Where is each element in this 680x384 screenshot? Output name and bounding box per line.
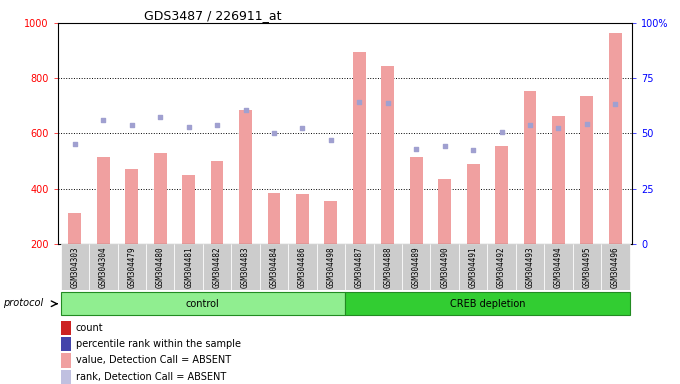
Point bbox=[468, 147, 479, 153]
Point bbox=[155, 114, 166, 120]
Bar bbox=[61, 244, 89, 290]
Text: GSM304490: GSM304490 bbox=[440, 246, 449, 288]
Bar bbox=[515, 244, 544, 290]
Bar bbox=[146, 244, 175, 290]
Bar bbox=[345, 244, 373, 290]
Point bbox=[211, 122, 222, 128]
Bar bbox=[61, 321, 71, 335]
Point bbox=[496, 129, 507, 135]
Bar bbox=[495, 146, 508, 244]
Bar bbox=[69, 214, 82, 244]
Point bbox=[69, 141, 80, 147]
Point bbox=[581, 121, 592, 127]
Text: GSM304304: GSM304304 bbox=[99, 246, 108, 288]
Point bbox=[269, 131, 279, 137]
Bar bbox=[381, 66, 394, 244]
Point bbox=[297, 125, 308, 131]
Bar bbox=[118, 244, 146, 290]
Bar bbox=[97, 157, 109, 244]
Text: GSM304496: GSM304496 bbox=[611, 246, 620, 288]
Bar bbox=[182, 175, 195, 244]
Bar bbox=[373, 244, 402, 290]
Bar bbox=[61, 370, 71, 384]
Bar bbox=[61, 337, 71, 351]
Bar bbox=[438, 179, 451, 244]
Text: GDS3487 / 226911_at: GDS3487 / 226911_at bbox=[144, 9, 282, 22]
Text: control: control bbox=[186, 299, 220, 309]
Point bbox=[354, 99, 364, 105]
Bar bbox=[203, 244, 231, 290]
Point bbox=[439, 143, 450, 149]
Point bbox=[183, 124, 194, 130]
Text: GSM304303: GSM304303 bbox=[70, 246, 80, 288]
Bar bbox=[125, 169, 138, 244]
Bar bbox=[609, 33, 622, 244]
Text: protocol: protocol bbox=[3, 298, 44, 308]
Text: GSM304487: GSM304487 bbox=[355, 246, 364, 288]
Bar bbox=[317, 244, 345, 290]
Bar bbox=[231, 244, 260, 290]
Text: GSM304488: GSM304488 bbox=[384, 246, 392, 288]
Text: GSM304479: GSM304479 bbox=[127, 246, 136, 288]
Bar bbox=[430, 244, 459, 290]
Bar bbox=[61, 292, 345, 316]
Bar bbox=[353, 52, 366, 244]
Bar bbox=[581, 96, 593, 244]
Bar bbox=[239, 110, 252, 244]
Text: GSM304495: GSM304495 bbox=[582, 246, 592, 288]
Bar bbox=[488, 244, 515, 290]
Bar bbox=[61, 353, 71, 368]
Bar bbox=[345, 292, 630, 316]
Point bbox=[524, 122, 535, 128]
Point bbox=[382, 100, 393, 106]
Point bbox=[326, 137, 337, 143]
Text: GSM304493: GSM304493 bbox=[526, 246, 534, 288]
Point bbox=[610, 101, 621, 108]
Bar bbox=[324, 201, 337, 244]
Bar bbox=[402, 244, 430, 290]
Point bbox=[98, 117, 109, 123]
Text: GSM304491: GSM304491 bbox=[469, 246, 477, 288]
Bar bbox=[211, 161, 224, 244]
Bar bbox=[260, 244, 288, 290]
Point bbox=[126, 122, 137, 128]
Point bbox=[411, 146, 422, 152]
Text: GSM304489: GSM304489 bbox=[411, 246, 421, 288]
Bar bbox=[296, 194, 309, 244]
Bar bbox=[288, 244, 317, 290]
Text: GSM304484: GSM304484 bbox=[269, 246, 279, 288]
Text: rank, Detection Call = ABSENT: rank, Detection Call = ABSENT bbox=[75, 372, 226, 382]
Text: GSM304483: GSM304483 bbox=[241, 246, 250, 288]
Bar bbox=[268, 193, 280, 244]
Text: percentile rank within the sample: percentile rank within the sample bbox=[75, 339, 241, 349]
Text: count: count bbox=[75, 323, 103, 333]
Bar bbox=[601, 244, 630, 290]
Text: GSM304492: GSM304492 bbox=[497, 246, 506, 288]
Text: GSM304494: GSM304494 bbox=[554, 246, 563, 288]
Point bbox=[553, 125, 564, 131]
Bar bbox=[466, 164, 479, 244]
Text: GSM304481: GSM304481 bbox=[184, 246, 193, 288]
Text: GSM304498: GSM304498 bbox=[326, 246, 335, 288]
Bar bbox=[573, 244, 601, 290]
Bar bbox=[552, 116, 565, 244]
Text: GSM304482: GSM304482 bbox=[213, 246, 222, 288]
Point bbox=[240, 107, 251, 113]
Bar bbox=[175, 244, 203, 290]
Bar bbox=[410, 157, 422, 244]
Bar bbox=[459, 244, 488, 290]
Text: GSM304480: GSM304480 bbox=[156, 246, 165, 288]
Bar bbox=[544, 244, 573, 290]
Text: GSM304486: GSM304486 bbox=[298, 246, 307, 288]
Text: value, Detection Call = ABSENT: value, Detection Call = ABSENT bbox=[75, 356, 231, 366]
Bar bbox=[524, 91, 537, 244]
Text: CREB depletion: CREB depletion bbox=[449, 299, 525, 309]
Bar bbox=[89, 244, 118, 290]
Bar bbox=[154, 153, 167, 244]
